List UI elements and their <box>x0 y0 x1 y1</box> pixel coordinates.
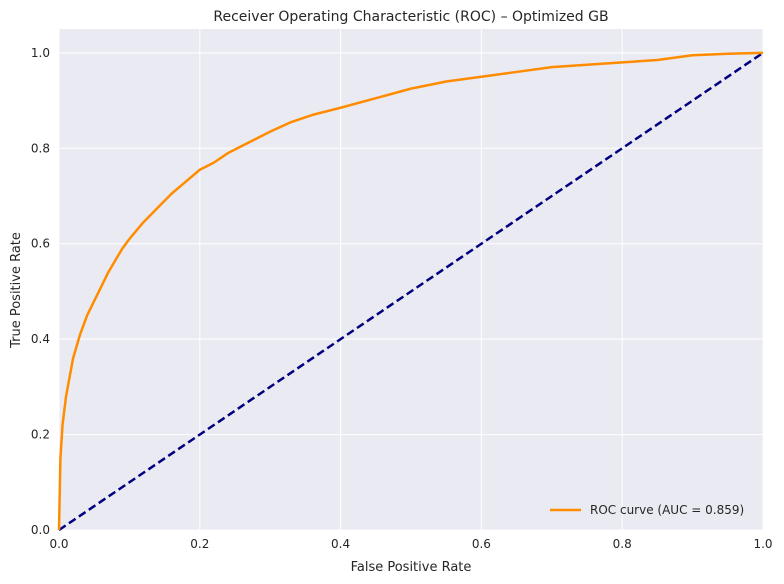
legend: ROC curve (AUC = 0.859) <box>550 503 744 517</box>
plot-background <box>59 29 763 530</box>
legend-label-roc: ROC curve (AUC = 0.859) <box>590 503 744 517</box>
y-tick-label: 0.4 <box>31 332 50 346</box>
x-tick-label: 1.0 <box>753 537 772 551</box>
chart-title: Receiver Operating Characteristic (ROC) … <box>213 9 608 25</box>
y-tick-label: 0.6 <box>31 237 50 251</box>
y-tick-label: 1.0 <box>31 46 50 60</box>
x-axis-label: False Positive Rate <box>351 560 472 575</box>
x-tick-label: 0.8 <box>613 537 632 551</box>
y-axis-label: True Positive Rate <box>9 232 24 349</box>
random-classifier-line <box>58 51 764 532</box>
y-tick-label: 0.8 <box>31 141 50 155</box>
y-tick-label: 0.0 <box>31 523 50 537</box>
y-tick-label: 0.2 <box>31 428 50 442</box>
x-tick-label: 0.6 <box>472 537 491 551</box>
x-tick-label: 0.0 <box>49 537 68 551</box>
x-tick-label: 0.2 <box>190 537 209 551</box>
y-tick-labels: 0.0 0.2 0.4 0.6 0.8 1.0 <box>31 46 50 537</box>
x-tick-labels: 0.0 0.2 0.4 0.6 0.8 1.0 <box>49 537 772 551</box>
roc-curve-line <box>57 51 764 531</box>
grid-lines <box>58 29 764 531</box>
x-tick-label: 0.4 <box>331 537 350 551</box>
series-lines <box>57 51 764 532</box>
